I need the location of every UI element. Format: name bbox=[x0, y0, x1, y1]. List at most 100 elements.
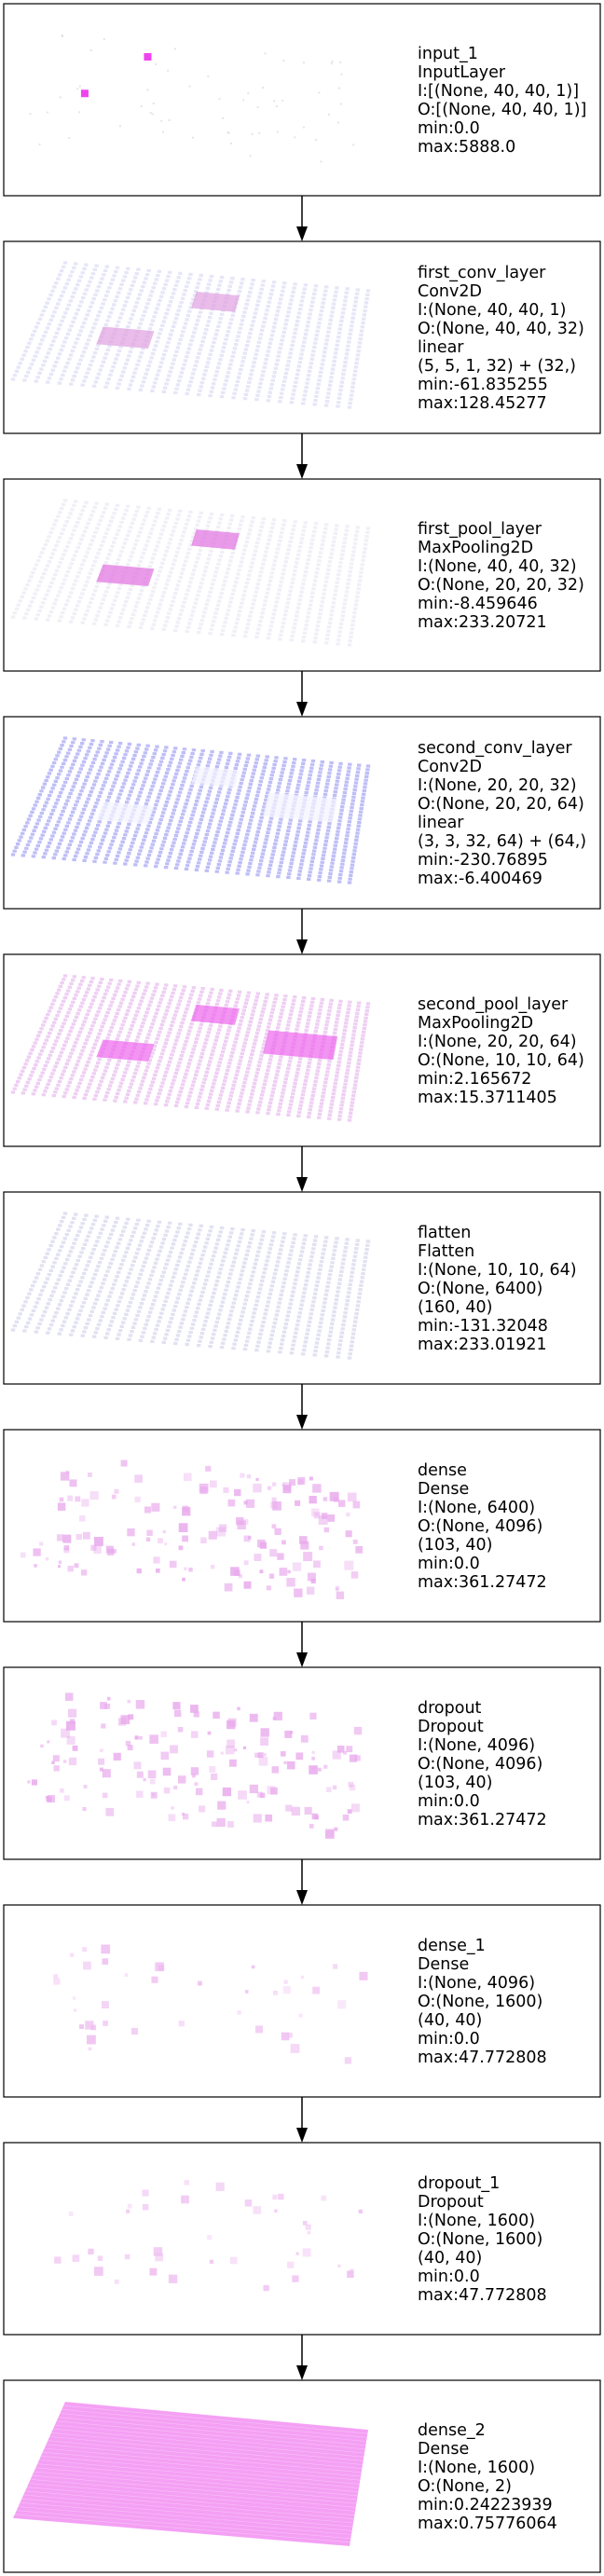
layer-info-line: min:-131.32048 bbox=[418, 1317, 548, 1336]
activation-unit bbox=[79, 2024, 84, 2030]
layer-type: Conv2D bbox=[418, 282, 482, 301]
grid-line bbox=[16, 2510, 351, 2539]
activation-cell bbox=[167, 69, 170, 72]
activation-unit bbox=[317, 1767, 322, 1772]
activation-hotspot bbox=[96, 326, 155, 349]
layer-info-line: min:0.0 bbox=[418, 1792, 480, 1811]
activation-cell bbox=[258, 131, 261, 134]
layer-info-line: max:5888.0 bbox=[418, 138, 515, 157]
layer-info-line: O:[(None, 40, 40, 1)] bbox=[418, 101, 586, 119]
activation-unit bbox=[83, 1785, 88, 1788]
activation-unit bbox=[313, 1512, 321, 1519]
activation-unit bbox=[233, 1748, 238, 1752]
activation-unit bbox=[283, 1980, 288, 1984]
activation-unit bbox=[74, 1563, 79, 1569]
activation-unit bbox=[226, 1739, 236, 1748]
activation-unit bbox=[310, 1508, 320, 1517]
activation-unit bbox=[124, 1973, 129, 1978]
activation-unit bbox=[346, 1512, 350, 1517]
activation-unit bbox=[212, 1821, 217, 1828]
layer-type: Dense bbox=[418, 1955, 469, 1974]
activation-unit bbox=[324, 1829, 335, 1838]
activation-unit bbox=[198, 1980, 202, 1986]
activation-unit bbox=[47, 1740, 50, 1744]
activation-unit bbox=[291, 1806, 301, 1816]
activation-cell bbox=[242, 99, 245, 102]
activation-unit bbox=[260, 1737, 268, 1747]
activation-unit bbox=[209, 1766, 216, 1773]
activation-unit bbox=[145, 1537, 151, 1541]
activation-unit bbox=[46, 1796, 52, 1802]
activation-unit bbox=[178, 1545, 184, 1551]
activation-unit bbox=[272, 2194, 278, 2200]
activation-unit bbox=[173, 1505, 177, 1509]
activation-unit bbox=[69, 1953, 75, 1957]
activation-cell bbox=[251, 132, 254, 135]
layer-name: dense_1 bbox=[418, 1937, 486, 1955]
arrow-head bbox=[296, 1177, 308, 1192]
layer-info-line: I:(None, 4096) bbox=[418, 1974, 535, 1993]
activation-unit bbox=[126, 2209, 130, 2213]
layer-info-line: I:(None, 4096) bbox=[418, 1736, 535, 1755]
layer-type: Dense bbox=[418, 1480, 469, 1499]
activation-unit bbox=[295, 1500, 301, 1506]
grid-line bbox=[12, 2517, 350, 2547]
activation-unit bbox=[272, 1500, 281, 1511]
activation-unit bbox=[151, 1502, 160, 1512]
activation-unit bbox=[295, 1752, 304, 1761]
activation-unit bbox=[69, 1479, 77, 1487]
activation-unit bbox=[98, 1758, 105, 1765]
activation-unit bbox=[289, 1479, 296, 1487]
arrow-head bbox=[296, 1415, 308, 1430]
layer-info-line: O:(None, 10, 10, 64) bbox=[418, 1051, 584, 1070]
activation-visual bbox=[10, 499, 371, 647]
activation-unit bbox=[271, 1497, 277, 1502]
activation-unit bbox=[190, 1731, 199, 1738]
activation-unit bbox=[136, 1790, 144, 1798]
layer-type: Dropout bbox=[418, 1718, 484, 1736]
activation-cell bbox=[330, 62, 333, 65]
arrow-head bbox=[296, 939, 308, 954]
grid-line bbox=[28, 2483, 356, 2512]
activation-unit bbox=[318, 1515, 328, 1526]
layer-info-line: min:0.0 bbox=[418, 2030, 480, 2048]
activation-unit bbox=[297, 1476, 306, 1485]
activation-unit bbox=[194, 1782, 199, 1787]
activation-unit bbox=[311, 1813, 319, 1820]
activation-unit bbox=[200, 1537, 207, 1544]
activation-unit bbox=[61, 1728, 70, 1738]
layer-name: dropout_1 bbox=[418, 2174, 500, 2193]
activation-unit bbox=[162, 1767, 172, 1776]
activation-unit bbox=[265, 1814, 273, 1822]
activation-unit bbox=[136, 1568, 142, 1574]
activation-unit bbox=[282, 1485, 292, 1494]
activation-unit bbox=[124, 2254, 130, 2260]
activation-visual bbox=[10, 261, 371, 409]
activation-unit bbox=[169, 1560, 177, 1569]
layer-info-line: O:(None, 1600) bbox=[418, 1993, 542, 2011]
activation-cell bbox=[218, 98, 221, 101]
activation-cell bbox=[149, 111, 152, 114]
activation-cells bbox=[10, 499, 371, 647]
activation-unit bbox=[125, 1740, 131, 1747]
activation-visual bbox=[10, 974, 371, 1122]
activation-unit bbox=[309, 1476, 313, 1481]
activation-unit bbox=[285, 1804, 293, 1812]
activation-unit bbox=[283, 1761, 287, 1764]
activation-unit bbox=[60, 1788, 64, 1793]
grid-line bbox=[63, 2405, 368, 2434]
connection-arrow bbox=[296, 2097, 308, 2143]
activation-unit bbox=[229, 1759, 237, 1767]
activation-unit bbox=[66, 1735, 76, 1745]
activation-cells bbox=[10, 1212, 371, 1360]
activation-unit bbox=[300, 1541, 309, 1550]
activation-cell bbox=[78, 85, 81, 88]
activation-unit bbox=[309, 1765, 318, 1774]
activation-unit bbox=[336, 1591, 345, 1599]
activation-unit bbox=[102, 1769, 111, 1778]
activation-unit bbox=[75, 1496, 81, 1502]
activation-unit bbox=[245, 1499, 255, 1508]
activation-cell bbox=[76, 88, 79, 90]
